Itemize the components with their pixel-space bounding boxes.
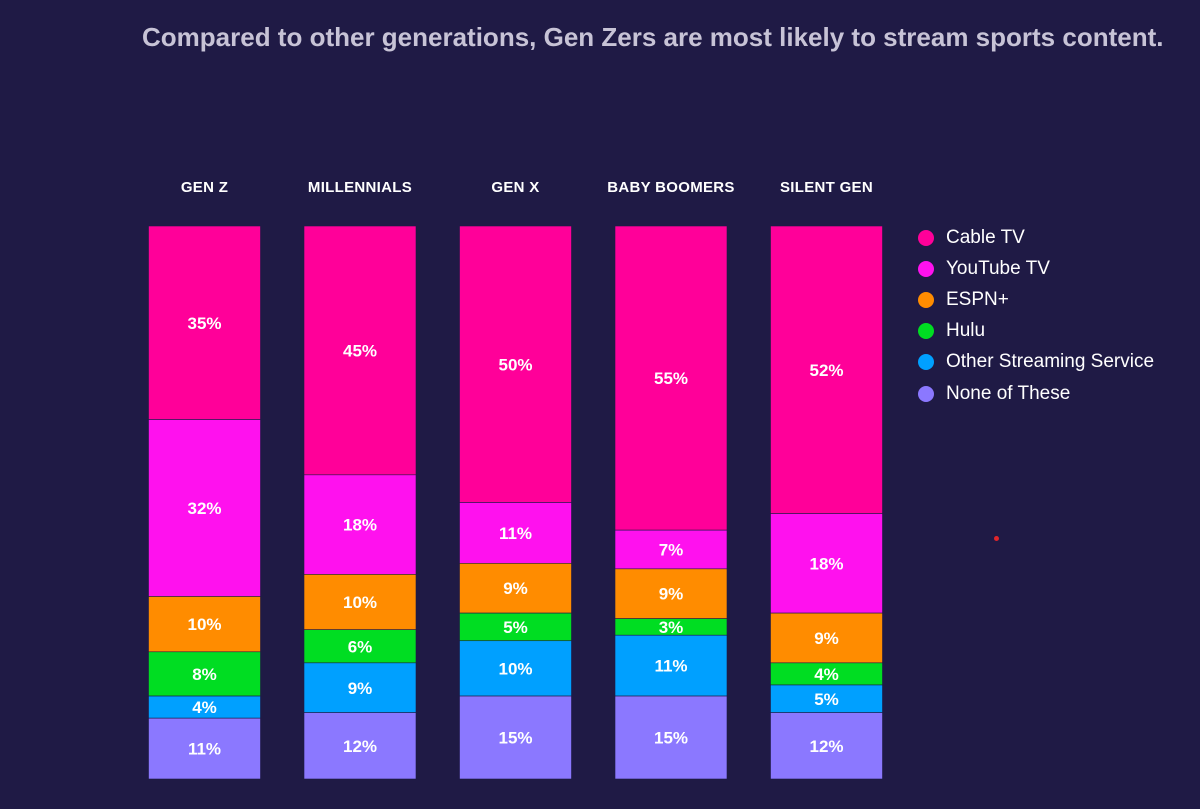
data-label-baby-boomers-none-of-these: 15%: [654, 729, 688, 748]
bar-segment-gen-z-cable-tv: [148, 225, 261, 420]
bar-segment-gen-x-cable-tv: [459, 225, 572, 503]
data-label-silent-gen-youtube-tv: 18%: [809, 554, 843, 573]
legend-label-hulu: Hulu: [946, 320, 986, 342]
legend-item-espn: ESPN+: [918, 284, 1154, 315]
bar-segment-silent-gen-none-of-these: [770, 712, 883, 780]
category-label-millennials: MILLENNIALS: [308, 179, 412, 196]
data-label-silent-gen-none-of-these: 12%: [809, 737, 843, 756]
legend-swatch-espn: [918, 291, 934, 308]
data-label-baby-boomers-hulu: 3%: [659, 618, 684, 637]
data-label-gen-z-other-streaming-service: 4%: [192, 698, 217, 717]
legend-label-none-of-these: None of These: [946, 382, 1071, 404]
category-label-silent-gen: SILENT GEN: [780, 179, 873, 196]
bar-segment-millennials-other-streaming-service: [303, 662, 417, 713]
data-label-baby-boomers-espn: 9%: [659, 585, 684, 604]
legend-swatch-hulu: [918, 323, 934, 340]
data-label-gen-x-none-of-these: 15%: [498, 729, 532, 748]
category-label-gen-x: GEN X: [491, 179, 539, 196]
data-label-silent-gen-other-streaming-service: 5%: [814, 690, 839, 709]
data-label-gen-z-cable-tv: 35%: [187, 314, 221, 333]
data-label-gen-z-none-of-these: 11%: [188, 740, 221, 759]
data-label-baby-boomers-other-streaming-service: 11%: [654, 657, 687, 676]
bar-segment-millennials-cable-tv: [303, 225, 417, 476]
bar-segment-baby-boomers-youtube-tv: [614, 529, 728, 570]
data-label-gen-x-other-streaming-service: 10%: [498, 659, 532, 678]
bar-segment-millennials-none-of-these: [303, 712, 417, 780]
bar-segment-gen-x-youtube-tv: [459, 502, 572, 564]
bar-segment-gen-x-espn: [459, 563, 572, 614]
data-label-baby-boomers-cable-tv: 55%: [654, 369, 688, 388]
bar-segment-gen-x-hulu: [459, 612, 572, 642]
bar-segment-gen-x-other-streaming-service: [459, 640, 572, 697]
bar-segment-baby-boomers-none-of-these: [614, 695, 728, 780]
data-label-gen-z-hulu: 8%: [192, 665, 217, 684]
bar-segment-baby-boomers-espn: [614, 568, 728, 619]
chart-legend: Cable TV YouTube TV ESPN+ Hulu Other Streami…: [918, 222, 1154, 409]
data-label-gen-z-youtube-tv: 32%: [187, 499, 221, 518]
legend-swatch-none-of-these: [918, 385, 934, 402]
data-label-gen-x-hulu: 5%: [503, 618, 528, 637]
bar-segment-silent-gen-youtube-tv: [770, 513, 883, 614]
data-label-gen-x-youtube-tv: 11%: [499, 524, 532, 543]
bar-segment-gen-x-none-of-these: [459, 695, 572, 780]
legend-swatch-youtube-tv: [918, 260, 934, 277]
legend-label-youtube-tv: YouTube TV: [946, 257, 1050, 279]
legend-swatch-cable-tv: [918, 229, 934, 246]
legend-label-cable-tv: Cable TV: [946, 226, 1025, 248]
data-label-silent-gen-hulu: 4%: [814, 665, 839, 684]
legend-item-hulu: Hulu: [918, 316, 1154, 347]
bar-segment-silent-gen-cable-tv: [770, 225, 883, 514]
legend-item-youtube-tv: YouTube TV: [918, 253, 1154, 284]
data-label-millennials-espn: 10%: [343, 593, 377, 612]
bar-segment-gen-z-youtube-tv: [148, 419, 261, 597]
legend-label-other-streaming-service: Other Streaming Service: [946, 351, 1155, 373]
data-label-baby-boomers-youtube-tv: 7%: [659, 541, 684, 560]
legend-label-espn: ESPN+: [946, 288, 1009, 310]
bar-segment-millennials-espn: [303, 574, 417, 630]
data-label-millennials-other-streaming-service: 9%: [348, 679, 373, 698]
legend-swatch-other-streaming-service: [918, 354, 934, 371]
data-label-silent-gen-cable-tv: 52%: [809, 361, 843, 380]
category-label-gen-z: GEN Z: [181, 179, 228, 196]
bar-segment-gen-z-none-of-these: [148, 717, 261, 780]
bar-segment-gen-z-espn: [148, 596, 261, 653]
data-label-millennials-none-of-these: 12%: [343, 737, 377, 756]
red-dot-marker: [994, 536, 999, 541]
data-label-gen-x-cable-tv: 50%: [498, 355, 532, 374]
data-label-millennials-cable-tv: 45%: [343, 341, 377, 360]
bar-segment-silent-gen-espn: [770, 612, 883, 664]
bar-segment-millennials-youtube-tv: [303, 474, 417, 575]
bar-segment-gen-z-hulu: [148, 651, 261, 697]
bar-segment-silent-gen-other-streaming-service: [770, 684, 883, 713]
legend-item-cable-tv: Cable TV: [918, 222, 1154, 253]
data-label-gen-z-espn: 10%: [187, 615, 221, 634]
data-label-silent-gen-espn: 9%: [814, 629, 839, 648]
bar-segment-baby-boomers-cable-tv: [614, 225, 728, 531]
data-label-millennials-hulu: 6%: [348, 637, 373, 656]
legend-item-none-of-these: None of These: [918, 378, 1154, 409]
category-label-baby-boomers: BABY BOOMERS: [607, 179, 735, 196]
data-label-gen-x-espn: 9%: [503, 579, 528, 598]
stacked-bar-chart: GEN Z 35% 32% 10% 8% 4% 11% MILLENNIALS 45% 18% 10…: [148, 179, 883, 780]
data-label-millennials-youtube-tv: 18%: [343, 516, 377, 535]
bar-segment-baby-boomers-other-streaming-service: [614, 634, 728, 697]
chart-title: Compared to other generations, Gen Zers …: [142, 22, 1164, 52]
legend-item-other-streaming-service: Other Streaming Service: [918, 347, 1154, 378]
